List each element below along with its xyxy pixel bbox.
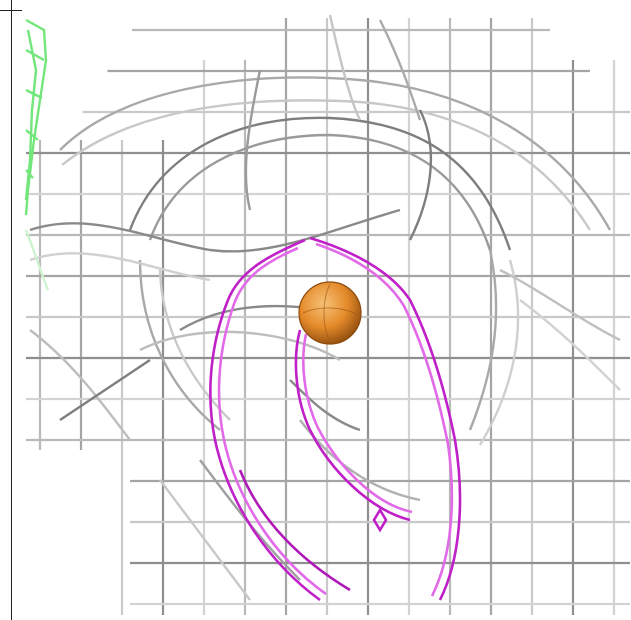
viewer-border-left xyxy=(11,0,12,620)
magenta-mesh xyxy=(209,236,462,602)
gray-mesh-grid xyxy=(26,18,630,615)
gray-mesh-contours xyxy=(29,14,621,601)
green-mesh xyxy=(24,18,50,291)
sphere-atom[interactable] xyxy=(298,281,362,345)
